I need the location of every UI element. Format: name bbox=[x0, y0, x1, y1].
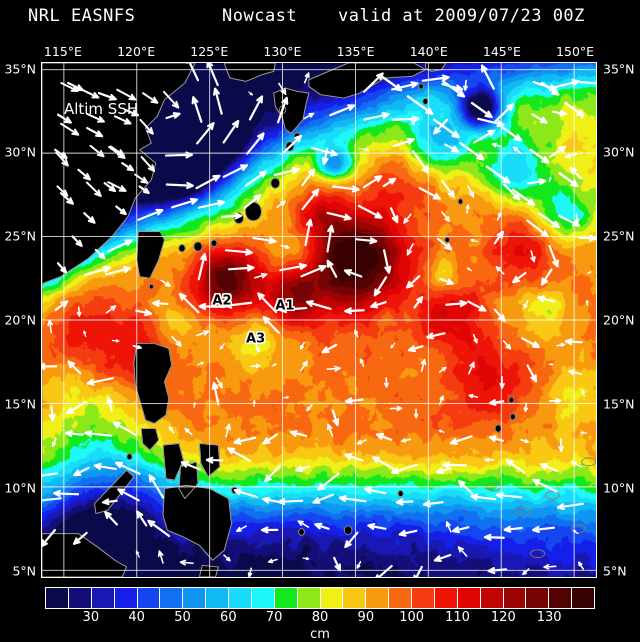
colorbar-swatch bbox=[274, 588, 298, 608]
lat-tick-label-right: 15°N bbox=[603, 396, 635, 412]
lon-tick-label: 140°E bbox=[409, 44, 448, 59]
colorbar-swatch bbox=[412, 588, 435, 608]
colorbar-tick-label: 80 bbox=[311, 610, 329, 625]
lon-tick-label: 115°E bbox=[43, 44, 82, 59]
colorbar-swatch bbox=[137, 588, 161, 608]
lon-tick-label: 145°E bbox=[482, 44, 521, 59]
colorbar-swatch bbox=[434, 588, 458, 608]
lat-tick-label-left: 5°N bbox=[12, 563, 36, 579]
colorbar-swatch bbox=[68, 588, 92, 608]
colorbar-swatch bbox=[183, 588, 207, 608]
lat-tick-label-right: 30°N bbox=[603, 144, 635, 160]
colorbar-swatch bbox=[251, 588, 275, 608]
lon-tick-label: 150°E bbox=[556, 44, 595, 59]
model-title: NRL EASNFS bbox=[28, 6, 136, 26]
colorbar-swatch bbox=[480, 588, 504, 608]
lat-tick-label-left: 10°N bbox=[4, 480, 36, 496]
colorbar-swatch bbox=[114, 588, 138, 608]
colorbar-tick-label: 120 bbox=[490, 610, 516, 625]
lon-tick-label: 125°E bbox=[190, 44, 229, 59]
lat-tick-label-right: 20°N bbox=[603, 312, 635, 328]
colorbar-swatch bbox=[526, 588, 550, 608]
colorbar-swatch bbox=[343, 588, 367, 608]
ssh-field-canvas bbox=[42, 63, 596, 577]
colorbar-swatch bbox=[160, 588, 184, 608]
colorbar-swatch bbox=[457, 588, 481, 608]
colorbar-tick-label: 60 bbox=[220, 610, 237, 625]
valid-time-title: valid at 2009/07/23 00Z bbox=[338, 6, 585, 26]
product-title: Nowcast bbox=[222, 6, 298, 26]
colorbar-tick-label: 30 bbox=[82, 610, 100, 625]
lat-tick-label-right: 10°N bbox=[603, 480, 635, 496]
colorbar-tick-label: 110 bbox=[445, 610, 470, 625]
colorbar-swatch bbox=[229, 588, 252, 608]
colorbar-tick-label: 50 bbox=[174, 610, 191, 625]
colorbar-swatch bbox=[572, 588, 594, 608]
ssh-map[interactable]: Altim SSH A1 A2 A3 bbox=[41, 62, 597, 578]
lat-tick-label-left: 35°N bbox=[4, 61, 36, 77]
colorbar-swatch bbox=[91, 588, 115, 608]
lat-tick-label-left: 25°N bbox=[4, 228, 36, 244]
title-bar: NRL EASNFS Nowcast valid at 2009/07/23 0… bbox=[0, 4, 640, 30]
colorbar-swatch bbox=[549, 588, 573, 608]
lat-tick-label-right: 35°N bbox=[603, 61, 635, 77]
colorbar-swatch bbox=[320, 588, 344, 608]
lon-tick-label: 120°E bbox=[117, 44, 156, 59]
colorbar-swatch bbox=[503, 588, 527, 608]
lat-tick-label-right: 5°N bbox=[603, 563, 627, 579]
lat-tick-label-left: 30°N bbox=[4, 144, 36, 160]
colorbar-tick-label: 40 bbox=[128, 610, 145, 625]
lat-tick-label-right: 25°N bbox=[603, 228, 635, 244]
lat-tick-label-left: 15°N bbox=[4, 396, 36, 412]
colorbar-tick-label: 70 bbox=[265, 610, 283, 625]
colorbar-swatch bbox=[206, 588, 229, 608]
colorbar-swatch bbox=[389, 588, 412, 608]
lat-tick-label-left: 20°N bbox=[4, 312, 36, 328]
lon-tick-label: 130°E bbox=[263, 44, 302, 59]
colorbar-tick-label: 100 bbox=[399, 610, 425, 625]
colorbar-swatch bbox=[366, 588, 390, 608]
lon-tick-label: 135°E bbox=[336, 44, 375, 59]
colorbar-tick-label: 130 bbox=[536, 610, 562, 625]
colorbar bbox=[45, 587, 595, 609]
colorbar-tick-label: 90 bbox=[357, 610, 375, 625]
colorbar-swatch bbox=[46, 588, 69, 608]
colorbar-swatch bbox=[297, 588, 321, 608]
colorbar-units-label: cm bbox=[310, 627, 330, 642]
